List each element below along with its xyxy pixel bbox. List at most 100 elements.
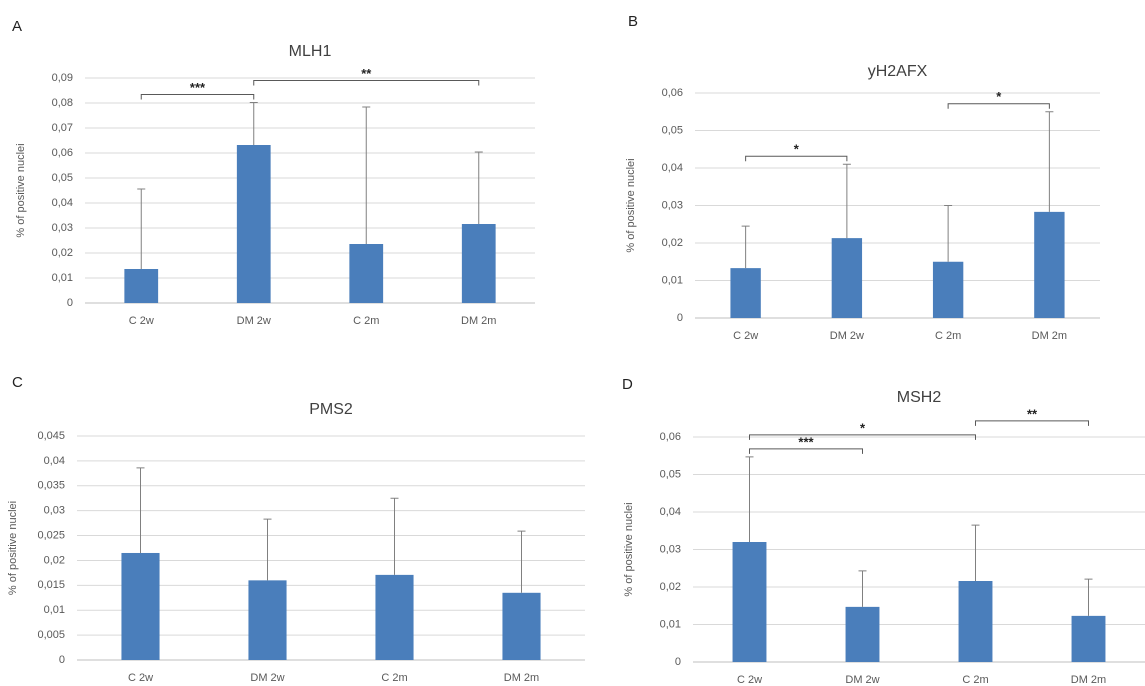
significance-bracket: [749, 434, 976, 440]
bar: [461, 224, 496, 303]
y-tick-label: 0,06: [52, 147, 73, 159]
x-tick-label: C 2m: [962, 674, 988, 686]
y-tick-label: 0,08: [52, 97, 73, 109]
y-tick-label: 0: [67, 297, 73, 309]
y-tick-label: 0,05: [52, 172, 73, 184]
chart-title: MLH1: [289, 43, 332, 60]
bar: [1034, 211, 1065, 318]
y-tick-label: 0,03: [662, 199, 683, 211]
y-tick-label: 0,025: [37, 529, 65, 541]
y-axis-label: % of positive nuclei: [15, 143, 27, 237]
x-tick-label: DM 2m: [461, 315, 496, 327]
y-tick-label: 0,035: [37, 480, 65, 492]
error-bar: [474, 151, 483, 224]
y-tick-label: 0,04: [52, 197, 73, 209]
significance-bracket: [140, 94, 255, 100]
error-bar: [944, 205, 953, 262]
y-tick-label: 0,06: [660, 431, 681, 443]
bar: [375, 574, 414, 660]
chart-title: PMS2: [309, 401, 353, 418]
x-tick-label: C 2m: [353, 315, 379, 327]
error-bar: [741, 225, 750, 269]
error-bar: [137, 188, 146, 269]
y-tick-label: 0,03: [44, 505, 65, 517]
bar: [248, 580, 287, 660]
y-tick-label: 0,01: [44, 604, 65, 616]
y-tick-label: 0,02: [44, 554, 65, 566]
y-tick-label: 0,01: [52, 272, 73, 284]
x-tick-label: C 2m: [381, 672, 407, 684]
bar: [958, 581, 993, 662]
x-tick-label: DM 2w: [237, 315, 271, 327]
y-tick-label: 0,01: [662, 274, 683, 286]
panel-label: B: [628, 13, 638, 30]
y-tick-label: 0,09: [52, 72, 73, 84]
y-tick-label: 0,05: [660, 468, 681, 480]
bar: [236, 145, 271, 303]
error-bar: [1084, 578, 1093, 616]
significance-bracket: [749, 448, 863, 454]
bar: [121, 552, 160, 660]
significance-label: ***: [190, 80, 206, 95]
error-bar: [390, 497, 399, 575]
significance-label: *: [996, 89, 1002, 104]
error-bar: [858, 570, 867, 607]
y-tick-label: 0,06: [662, 87, 683, 99]
y-tick-label: 0: [675, 656, 681, 668]
bar: [845, 606, 880, 662]
error-bar: [249, 102, 258, 145]
bar: [1071, 615, 1106, 662]
y-tick-label: 0,02: [662, 237, 683, 249]
y-axis-label: % of positive nuclei: [625, 158, 637, 252]
x-tick-label: DM 2w: [845, 674, 879, 686]
bar: [124, 269, 159, 303]
x-tick-label: C 2w: [737, 674, 762, 686]
x-tick-label: C 2w: [733, 330, 758, 342]
y-axis-label: % of positive nuclei: [7, 501, 19, 595]
bar: [732, 542, 767, 662]
y-tick-label: 0,07: [52, 122, 73, 134]
significance-label: **: [1027, 406, 1038, 421]
error-bar: [745, 456, 754, 542]
error-bar: [263, 518, 272, 581]
bar: [932, 261, 964, 318]
x-tick-label: C 2w: [128, 672, 153, 684]
y-tick-label: 0,015: [37, 579, 65, 591]
x-tick-label: DM 2w: [250, 672, 284, 684]
y-tick-label: 0: [677, 312, 683, 324]
x-tick-label: C 2m: [935, 330, 961, 342]
y-tick-label: 0,04: [44, 455, 65, 467]
significance-bracket: [253, 80, 480, 86]
panel-label: A: [12, 18, 22, 35]
significance-label: **: [361, 66, 372, 81]
x-tick-label: C 2w: [129, 315, 154, 327]
error-bar: [362, 106, 371, 244]
bar: [831, 238, 863, 318]
y-tick-label: 0,02: [660, 581, 681, 593]
error-bar: [971, 524, 980, 581]
chart-title: MSH2: [897, 389, 942, 406]
x-tick-label: DM 2w: [830, 330, 864, 342]
y-tick-label: 0: [59, 654, 65, 666]
significance-label: ***: [798, 434, 814, 449]
x-tick-label: DM 2m: [504, 672, 539, 684]
error-bar: [842, 163, 851, 239]
y-tick-label: 0,03: [660, 543, 681, 555]
y-tick-label: 0,01: [660, 618, 681, 630]
y-tick-label: 0,05: [662, 124, 683, 136]
chart-title: yH2AFX: [868, 63, 928, 80]
bar: [502, 592, 541, 660]
significance-bracket: [975, 420, 1089, 426]
panel-label: C: [12, 374, 23, 391]
x-tick-label: DM 2m: [1071, 674, 1106, 686]
significance-label: *: [860, 420, 866, 435]
y-tick-label: 0,04: [662, 162, 683, 174]
panel-label: D: [622, 376, 633, 393]
bar: [730, 268, 761, 318]
error-bar: [136, 467, 145, 553]
y-tick-label: 0,02: [52, 247, 73, 259]
y-axis-label: % of positive nuclei: [623, 502, 635, 596]
y-tick-label: 0,045: [37, 430, 65, 442]
y-tick-label: 0,04: [660, 506, 681, 518]
